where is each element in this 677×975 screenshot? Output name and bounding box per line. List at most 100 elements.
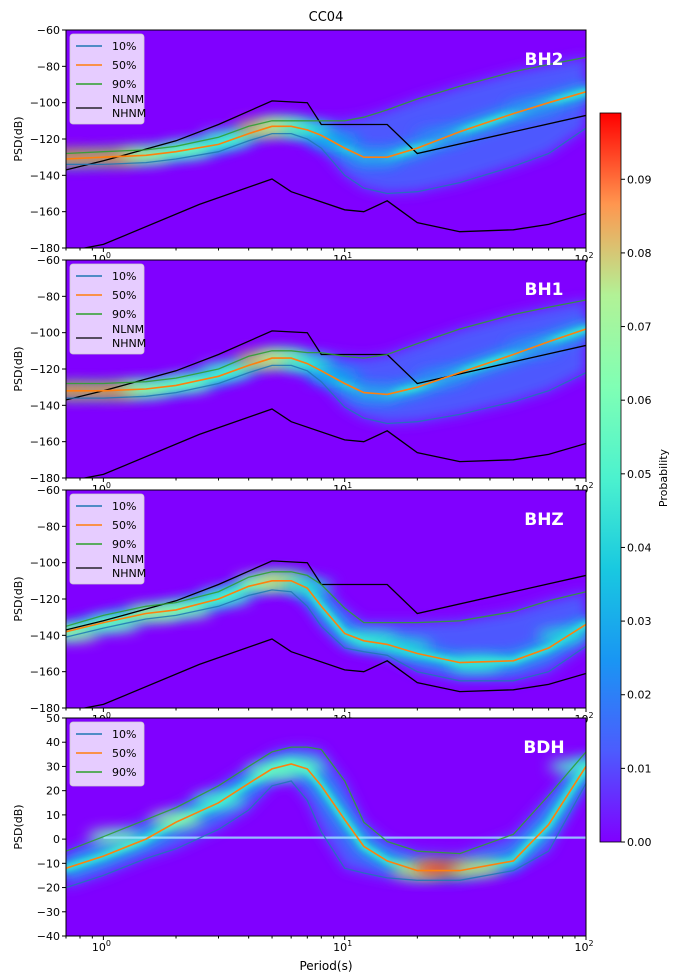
legend-label: 90% xyxy=(112,538,136,551)
x-tick-label: 102 xyxy=(574,939,593,954)
y-tick-label: −120 xyxy=(30,133,60,146)
colorbar-tick-label: 0.02 xyxy=(627,689,652,702)
series-10pct-line xyxy=(66,589,586,682)
legend-label: NHNM xyxy=(112,107,146,120)
channel-label: BH1 xyxy=(524,280,563,300)
y-tick-label: −140 xyxy=(30,629,60,642)
series-10pct-line xyxy=(66,364,586,425)
y-axis-label: PSD(dB) xyxy=(12,576,25,621)
channel-label: BH2 xyxy=(524,50,563,70)
colorbar-tick-label: 0.04 xyxy=(627,541,652,554)
x-tick-label: 101 xyxy=(333,939,352,954)
y-tick-label: −120 xyxy=(30,363,60,376)
y-tick-label: −120 xyxy=(30,593,60,606)
y-tick-label: −180 xyxy=(30,472,60,485)
axes-frame xyxy=(65,717,587,937)
y-tick-label: −80 xyxy=(37,60,60,73)
series-90pct-line xyxy=(66,56,586,155)
colorbar-gradient xyxy=(599,112,622,843)
y-tick-label: −160 xyxy=(30,666,60,679)
legend-label: 50% xyxy=(112,519,136,532)
legend-label: 50% xyxy=(112,59,136,72)
y-tick-label: −40 xyxy=(37,930,60,943)
legend-box xyxy=(69,263,145,355)
plot-area xyxy=(66,746,586,889)
nhnm-line xyxy=(66,330,586,401)
y-tick-label: −180 xyxy=(30,242,60,255)
series-50pct-line xyxy=(66,580,586,664)
density-hotspot xyxy=(192,793,245,808)
colorbar-tick-label: 0.08 xyxy=(627,247,652,260)
y-tick-label: 40 xyxy=(46,736,60,749)
density-hotspot xyxy=(414,128,467,143)
colorbar-tick-label: 0.05 xyxy=(627,468,652,481)
y-tick-label: −60 xyxy=(37,484,60,497)
density-hotspot xyxy=(307,369,360,384)
nlnm-line xyxy=(81,178,586,248)
colorbar-tick-label: 0.07 xyxy=(627,321,652,334)
y-tick-label: −20 xyxy=(37,882,60,895)
y-tick-label: −140 xyxy=(30,399,60,412)
series-90pct-line xyxy=(66,746,586,855)
y-tick-label: 0 xyxy=(53,833,60,846)
panel-bhz: −180−160−140−120−100−80−60100101102PSD(d… xyxy=(12,484,594,726)
colorbar: Probability 0.00 0.01 0.02 0.03 0.04 0.05 0.06… xyxy=(599,112,670,849)
legend-box xyxy=(69,33,145,125)
y-tick-label: −160 xyxy=(30,206,60,219)
colorbar-tick-label: 0.01 xyxy=(627,762,652,775)
nhnm-line xyxy=(66,100,586,171)
x-axis-label: Period(s) xyxy=(299,959,352,973)
colorbar-tick-label: 0.09 xyxy=(627,173,652,186)
colorbar-tick-label: 0.06 xyxy=(627,394,652,407)
y-tick-label: −160 xyxy=(30,436,60,449)
x-tick-label: 100 xyxy=(92,939,111,954)
density-hotspot xyxy=(380,639,433,654)
legend-label: NLNM xyxy=(112,553,144,566)
y-tick-label: −10 xyxy=(37,857,60,870)
y-tick-label: −80 xyxy=(37,290,60,303)
nhnm-line xyxy=(66,560,586,631)
legend-label: NHNM xyxy=(112,337,146,350)
series-50pct-line xyxy=(66,328,586,396)
legend-box xyxy=(69,493,145,585)
legend-label: 50% xyxy=(112,289,136,302)
y-tick-label: −100 xyxy=(30,97,60,110)
y-tick-label: −30 xyxy=(37,906,60,919)
density-hotspot xyxy=(414,369,467,384)
density-band-outer xyxy=(66,747,586,888)
density-hotspot xyxy=(307,133,360,148)
density-hotspot xyxy=(549,759,586,774)
y-tick-label: −140 xyxy=(30,169,60,182)
colorbar-tick-label: 0.03 xyxy=(627,615,652,628)
y-axis-label: PSD(dB) xyxy=(12,804,25,849)
channel-label: BDH xyxy=(523,738,564,758)
density-hotspot xyxy=(160,602,212,617)
y-tick-label: −80 xyxy=(37,520,60,533)
y-tick-label: −60 xyxy=(37,24,60,37)
legend-label: 90% xyxy=(112,308,136,321)
legend: 10% 50% 90% xyxy=(69,721,145,787)
legend-label: NLNM xyxy=(112,93,144,106)
plot-area xyxy=(66,560,586,708)
series-10pct-line xyxy=(66,127,586,195)
panel-bdh: −40 −30 −20 −10 0 10 20 30 40 50 100 101 102 PSD(dB) B… xyxy=(12,712,594,954)
colorbar-tick-label: 0.00 xyxy=(627,836,652,849)
y-tick-label: 20 xyxy=(46,785,60,798)
colorbar-label: Probability xyxy=(657,448,670,507)
legend-label: 90% xyxy=(112,78,136,91)
nlnm-line xyxy=(81,408,586,478)
legend-label: 10% xyxy=(112,40,136,53)
series-10pct-line xyxy=(66,780,586,889)
y-tick-label: 30 xyxy=(46,760,60,773)
density-hotspot xyxy=(536,628,586,643)
legend-label: NLNM xyxy=(112,323,144,336)
density-hotspot xyxy=(199,132,252,146)
legend-label: NHNM xyxy=(112,567,146,580)
y-axis-label: PSD(dB) xyxy=(12,346,25,391)
series-90pct-line xyxy=(66,571,586,627)
